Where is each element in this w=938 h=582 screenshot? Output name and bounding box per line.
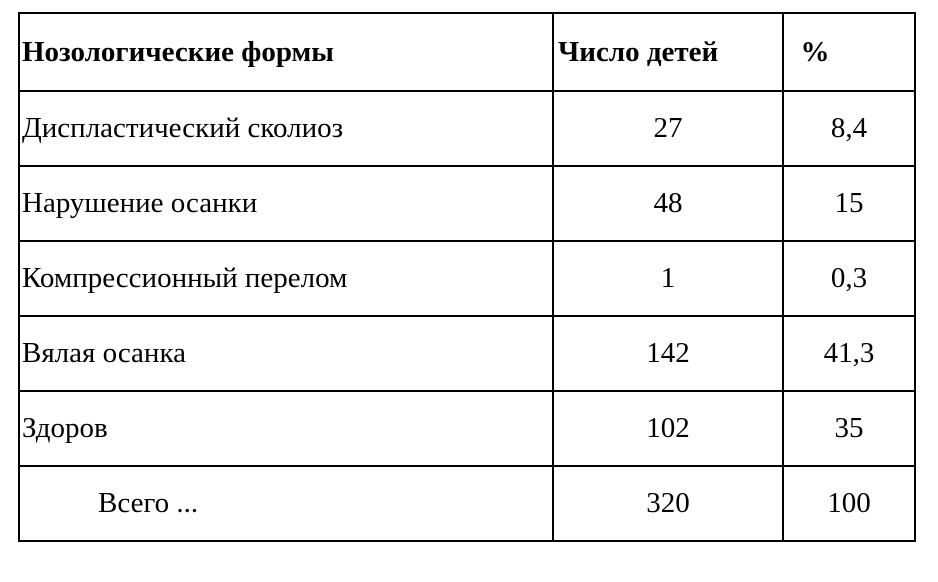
table-row: Вялая осанка 142 41,3 <box>18 315 916 392</box>
cell-percent: 8,4 <box>782 90 916 167</box>
table-row: Диспластический сколиоз 27 8,4 <box>18 90 916 167</box>
cell-count: 142 <box>552 315 784 392</box>
cell-percent: 35 <box>782 390 916 467</box>
table-row: Нарушение осанки 48 15 <box>18 165 916 242</box>
table-row: Компрессионный перелом 1 0,3 <box>18 240 916 317</box>
cell-total-label: Всего ... <box>18 465 554 542</box>
cell-form: Диспластический сколиоз <box>18 90 554 167</box>
header-children-count: Число детей <box>552 12 784 92</box>
header-percent: % <box>782 12 916 92</box>
cell-count: 102 <box>552 390 784 467</box>
table-total-row: Всего ... 320 100 <box>18 465 916 542</box>
cell-percent: 15 <box>782 165 916 242</box>
cell-count: 48 <box>552 165 784 242</box>
cell-total-percent: 100 <box>782 465 916 542</box>
cell-count: 1 <box>552 240 784 317</box>
cell-count: 27 <box>552 90 784 167</box>
cell-total-count: 320 <box>552 465 784 542</box>
cell-form: Нарушение осанки <box>18 165 554 242</box>
cell-percent: 41,3 <box>782 315 916 392</box>
cell-form: Компрессионный перелом <box>18 240 554 317</box>
table-header-row: Нозологические формы Число детей % <box>18 12 916 92</box>
nosology-table: Нозологические формы Число детей % Диспл… <box>18 12 916 542</box>
cell-form: Вялая осанка <box>18 315 554 392</box>
table-row: Здоров 102 35 <box>18 390 916 467</box>
cell-percent: 0,3 <box>782 240 916 317</box>
header-nosology: Нозологические формы <box>18 12 554 92</box>
cell-form: Здоров <box>18 390 554 467</box>
